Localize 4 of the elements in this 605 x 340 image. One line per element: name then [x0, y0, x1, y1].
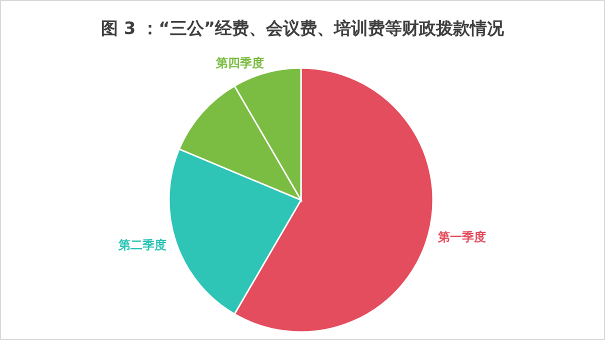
slice-label: 第一季度: [437, 230, 486, 244]
slice-label: 第二季度: [117, 238, 166, 252]
chart-title: 图 3 ：“三公”经费、会议费、培训费等财政拨款情况: [100, 19, 506, 39]
slice-label: 第四季度: [214, 56, 264, 70]
